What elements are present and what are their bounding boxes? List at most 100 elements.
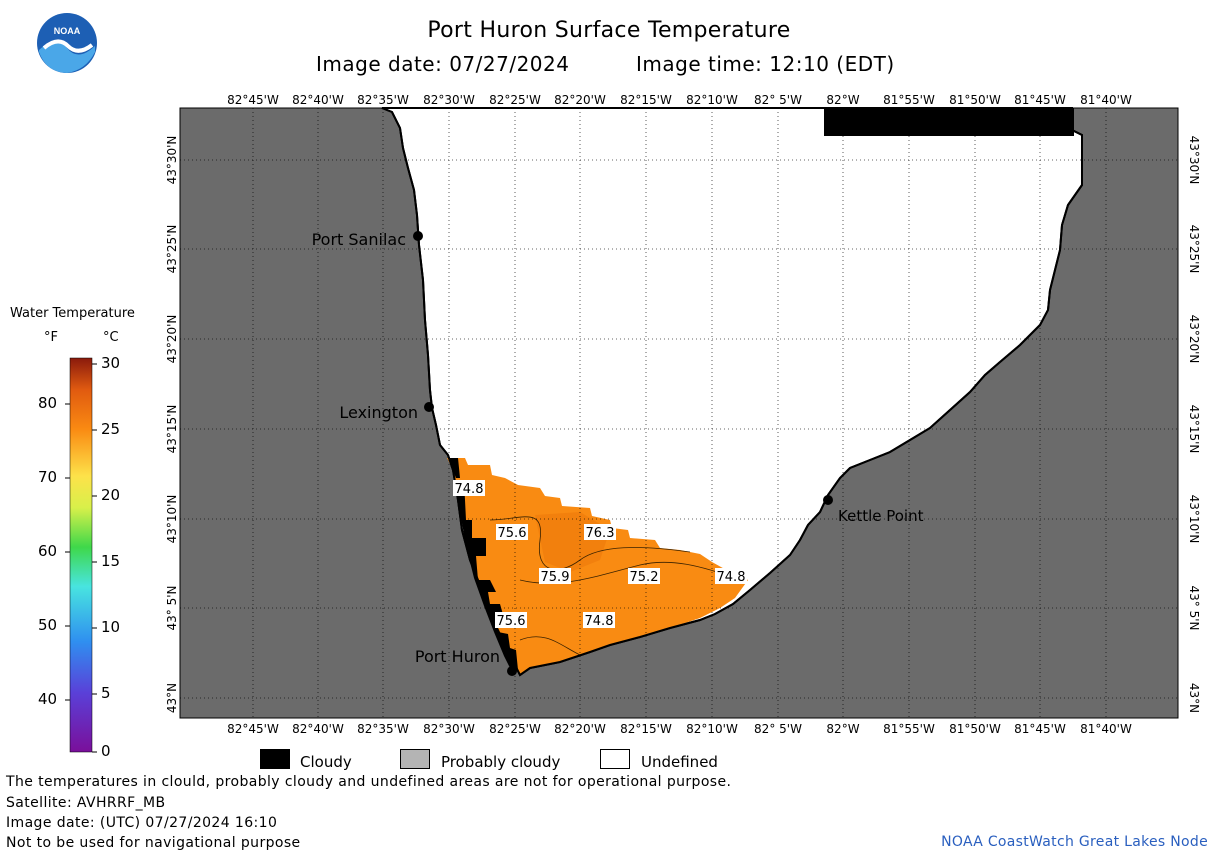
temperature-label: 74.8 [715,568,747,585]
longitude-label: 81°50'W [949,722,1001,736]
svg-text:74.8: 74.8 [717,570,746,585]
longitude-label: 82°15'W [620,93,672,107]
longitude-label: 81°55'W [883,722,935,736]
longitude-label: 81°55'W [883,93,935,107]
celsius-tick-label: 25 [101,420,121,438]
temperature-label: 75.6 [495,612,527,629]
latitude-label: 43°25'N [1187,225,1201,274]
longitude-label: 82°30'W [423,93,475,107]
place-label: Kettle Point [838,507,924,525]
longitude-label: 81°45'W [1014,722,1066,736]
fahrenheit-tick-label: 70 [38,468,58,486]
fahrenheit-tick-label: 80 [38,394,58,412]
latitude-label: 43°30'N [1187,136,1201,185]
latitude-label: 43°10'N [165,495,179,544]
latitude-label: 43°25'N [165,225,179,274]
map-border [179,107,1179,719]
place-kettle-point: Kettle Point [823,495,924,525]
latitude-label: 43° 5'N [165,586,179,631]
satellite: Satellite: AVHRRF_MB [6,795,166,811]
undefined-swatch [600,749,630,769]
temperature-label: 74.8 [453,480,485,497]
place-label: Lexington [339,403,418,422]
celsius-tick-label: 20 [101,486,121,504]
temperature-label: 74.8 [583,612,615,629]
latitude-label: 43°15'N [1187,405,1201,454]
probably-cloudy-swatch [400,749,430,769]
longitude-label: 82° 5'W [754,722,802,736]
latitude-label: 43°20'N [1187,315,1201,364]
cloud-block [824,108,1074,136]
cloudy-label: Cloudy [300,753,352,771]
isotherm [519,636,581,656]
noaa-logo: NOAA [37,13,97,73]
place-lexington: Lexington [339,402,434,422]
image-date: Image date: 07/27/2024 [316,52,570,76]
disclaimer: The temperatures in clould, probably clo… [6,774,732,790]
temperature-label: 76.3 [584,524,616,541]
cloudy-swatch [260,749,290,769]
longitude-label: 82°40'W [292,93,344,107]
latitude-label: 43°20'N [165,315,179,364]
legend-title: Water Temperature [10,306,135,321]
longitude-label: 81°40'W [1080,93,1132,107]
longitude-label: 82°45'W [227,93,279,107]
fahrenheit-tick-label: 40 [38,690,58,708]
svg-text:76.3: 76.3 [586,526,615,541]
celsius-tick-label: 15 [101,552,121,570]
undefined-label: Undefined [641,753,718,771]
temperature-label: 75.2 [628,568,660,585]
nav-warning: Not to be used for navigational purpose [6,835,301,851]
longitude-label: 82°W [826,93,859,107]
cloud-block [448,458,518,672]
svg-text:74.8: 74.8 [455,482,484,497]
longitude-label: 82°10'W [686,722,738,736]
celsius-tick-label: 0 [101,742,111,760]
graticule [180,108,1178,718]
fahrenheit-tick-label: 50 [38,616,58,634]
longitude-label: 81°45'W [1014,93,1066,107]
longitude-label: 82°25'W [489,93,541,107]
longitude-label: 81°50'W [949,93,1001,107]
longitude-label: 82°45'W [227,722,279,736]
fahrenheit-tick-label: 60 [38,542,58,560]
svg-text:75.9: 75.9 [541,570,570,585]
latitude-label: 43° 5'N [1187,586,1201,631]
longitude-label: 82°30'W [423,722,475,736]
noaa-logo-text: NOAA [54,26,81,36]
latitude-label: 43°N [165,683,179,713]
temperature-labels: 74.8 75.6 76.3 75.9 75.2 74.8 75.6 74.8 [453,480,747,629]
longitude-labels-top: 82°45'W 82°40'W 82°35'W 82°30'W 82°25'W 82°20… [227,93,1132,107]
longitude-label: 82°15'W [620,722,672,736]
utc-date: Image date: (UTC) 07/27/2024 16:10 [6,815,278,831]
probably-cloudy-label: Probably cloudy [441,753,561,771]
latitude-labels-left: 43°30'N 43°25'N 43°20'N 43°15'N 43°10'N 43° 5… [165,136,179,714]
place-label: Port Sanilac [312,230,406,249]
svg-text:75.6: 75.6 [497,614,526,629]
image-time: Image time: 12:10 (EDT) [636,52,895,76]
svg-text:75.2: 75.2 [630,570,659,585]
longitude-label: 82°20'W [554,722,606,736]
longitude-label: 82°35'W [357,722,409,736]
unit-celsius: °C [103,330,119,345]
place-label: Port Huron [415,647,500,666]
temperature-label: 75.9 [539,568,571,585]
temperature-label: 75.6 [496,524,528,541]
map-title: Port Huron Surface Temperature [427,18,791,43]
latitude-labels-right: 43°30'N 43°25'N 43°20'N 43°15'N 43°10'N 43° 5… [1187,136,1201,714]
longitude-labels-bottom: 82°45'W 82°40'W 82°35'W 82°30'W 82°25'W 82°20… [227,722,1132,736]
noaa-credit-link[interactable]: NOAA CoastWatch Great Lakes Node [941,834,1208,850]
color-scale-bar [69,357,93,753]
celsius-tick-label: 5 [101,684,111,702]
celsius-tick-label: 10 [101,618,121,636]
shoreline [381,107,1083,677]
longitude-label: 81°40'W [1080,722,1132,736]
place-port-huron: Port Huron [415,647,517,676]
color-scale-ticks [65,363,97,753]
latitude-label: 43°N [1187,683,1201,713]
latitude-label: 43°15'N [165,405,179,454]
svg-text:75.6: 75.6 [498,526,527,541]
latitude-label: 43°30'N [165,136,179,185]
longitude-label: 82°40'W [292,722,344,736]
longitude-label: 82°35'W [357,93,409,107]
